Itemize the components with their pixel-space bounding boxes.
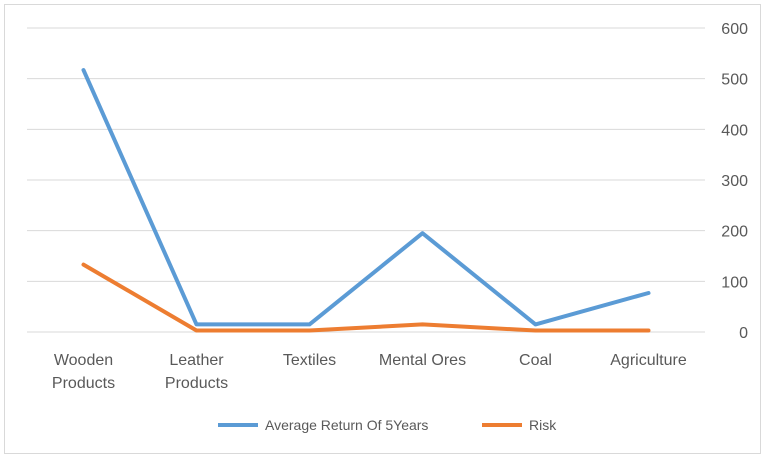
series-line bbox=[84, 265, 649, 331]
x-tick-label: Coal bbox=[519, 352, 552, 369]
legend-label: Risk bbox=[529, 417, 557, 433]
x-tick-label: Agriculture bbox=[610, 352, 687, 369]
y-tick-label: 100 bbox=[721, 274, 748, 291]
y-tick-label: 500 bbox=[721, 72, 748, 89]
series-lines bbox=[84, 70, 649, 330]
y-tick-label: 300 bbox=[721, 173, 748, 190]
gridlines bbox=[27, 28, 705, 332]
y-tick-label: 0 bbox=[739, 325, 748, 342]
legend: Average Return Of 5Years Risk bbox=[218, 417, 557, 433]
x-axis-tick-labels: Wooden Products Leather Products Textiles Men… bbox=[52, 352, 687, 392]
y-tick-label: 600 bbox=[721, 21, 748, 38]
legend-label: Average Return Of 5Years bbox=[265, 417, 428, 433]
x-tick-label: Textiles bbox=[283, 352, 336, 369]
x-tick-label: Mental Ores bbox=[379, 352, 466, 369]
x-tick-label: Leather Products bbox=[165, 352, 228, 392]
y-axis-tick-labels: 0 100 200 300 400 500 600 bbox=[721, 21, 748, 342]
x-tick-label: Wooden Products bbox=[52, 352, 115, 392]
series-line bbox=[84, 70, 649, 324]
y-tick-label: 200 bbox=[721, 224, 748, 241]
y-tick-label: 400 bbox=[721, 122, 748, 139]
